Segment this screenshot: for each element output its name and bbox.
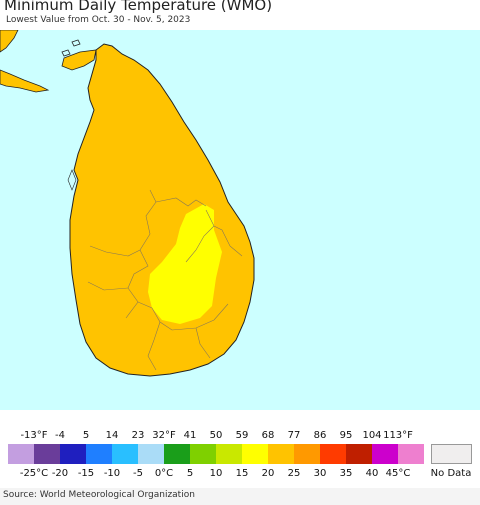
legend: -13°F -4 5 14 23 32°F 41 50 59 68 77 86 95 104 113°F -2…: [0, 410, 480, 488]
india-coast-2: [0, 69, 50, 93]
legend-celsius-label: 25: [287, 468, 301, 479]
legend-celsius-label: 15: [235, 468, 249, 479]
legend-fahrenheit-label: 86: [313, 430, 327, 441]
legend-celsius-label: 10: [209, 468, 223, 479]
map-title: Minimum Daily Temperature (WMO): [4, 0, 273, 14]
no-data-swatch: [431, 444, 472, 464]
footer: Source: World Meteorological Organizatio…: [0, 488, 480, 505]
warm-zone: [148, 204, 222, 324]
legend-fahrenheit-label: 23: [131, 430, 145, 441]
legend-swatch: [268, 444, 294, 464]
legend-fahrenheit-label: 68: [261, 430, 275, 441]
legend-swatch: [34, 444, 60, 464]
legend-fahrenheit-label: 14: [105, 430, 119, 441]
legend-fahrenheit-label: 32°F: [152, 430, 176, 441]
legend-swatch: [398, 444, 424, 464]
legend-celsius-label: 35: [339, 468, 353, 479]
source-text: Source: World Meteorological Organizatio…: [3, 490, 195, 500]
legend-fahrenheit-label: -4: [55, 430, 65, 441]
legend-celsius-label: 20: [261, 468, 275, 479]
legend-swatch: [346, 444, 372, 464]
map-subtitle: Lowest Value from Oct. 30 - Nov. 5, 2023: [6, 15, 191, 25]
legend-celsius-label: 30: [313, 468, 327, 479]
legend-celsius-label: 45°C: [385, 468, 411, 479]
legend-swatch: [60, 444, 86, 464]
legend-celsius-label: -20: [51, 468, 69, 479]
island: [61, 49, 71, 57]
legend-fahrenheit-label: 104: [362, 430, 382, 441]
legend-celsius-label: -10: [103, 468, 121, 479]
jaffna-coast: [61, 49, 97, 71]
legend-swatch: [320, 444, 346, 464]
legend-swatch: [216, 444, 242, 464]
legend-celsius-label: -25°C: [19, 468, 49, 479]
legend-celsius-label: 40: [365, 468, 379, 479]
legend-swatch: [8, 444, 34, 464]
temperature-map: [0, 30, 480, 410]
header: Minimum Daily Temperature (WMO) Lowest V…: [0, 0, 480, 30]
legend-fahrenheit-label: 59: [235, 430, 249, 441]
legend-swatch: [190, 444, 216, 464]
legend-swatch: [242, 444, 268, 464]
legend-swatch: [86, 444, 112, 464]
legend-celsius-label: -5: [133, 468, 143, 479]
district-borders: [87, 189, 243, 371]
legend-fahrenheit-label: 5: [82, 430, 90, 441]
legend-celsius-label: -15: [77, 468, 95, 479]
legend-swatch: [164, 444, 190, 464]
island: [71, 39, 81, 47]
lagoon: [67, 169, 77, 191]
legend-fahrenheit-label: 41: [183, 430, 197, 441]
legend-celsius-label: 0°C: [154, 468, 174, 479]
legend-fahrenheit-label: 113°F: [383, 430, 413, 441]
legend-fahrenheit-label: 50: [209, 430, 223, 441]
legend-swatch: [372, 444, 398, 464]
legend-fahrenheit-label: 95: [339, 430, 353, 441]
india-coast: [0, 30, 19, 53]
no-data-label: No Data: [430, 468, 472, 479]
legend-swatch: [294, 444, 320, 464]
legend-swatch: [138, 444, 164, 464]
legend-swatch: [112, 444, 138, 464]
legend-fahrenheit-label: -13°F: [20, 430, 48, 441]
legend-celsius-label: 5: [186, 468, 194, 479]
legend-fahrenheit-label: 77: [287, 430, 301, 441]
